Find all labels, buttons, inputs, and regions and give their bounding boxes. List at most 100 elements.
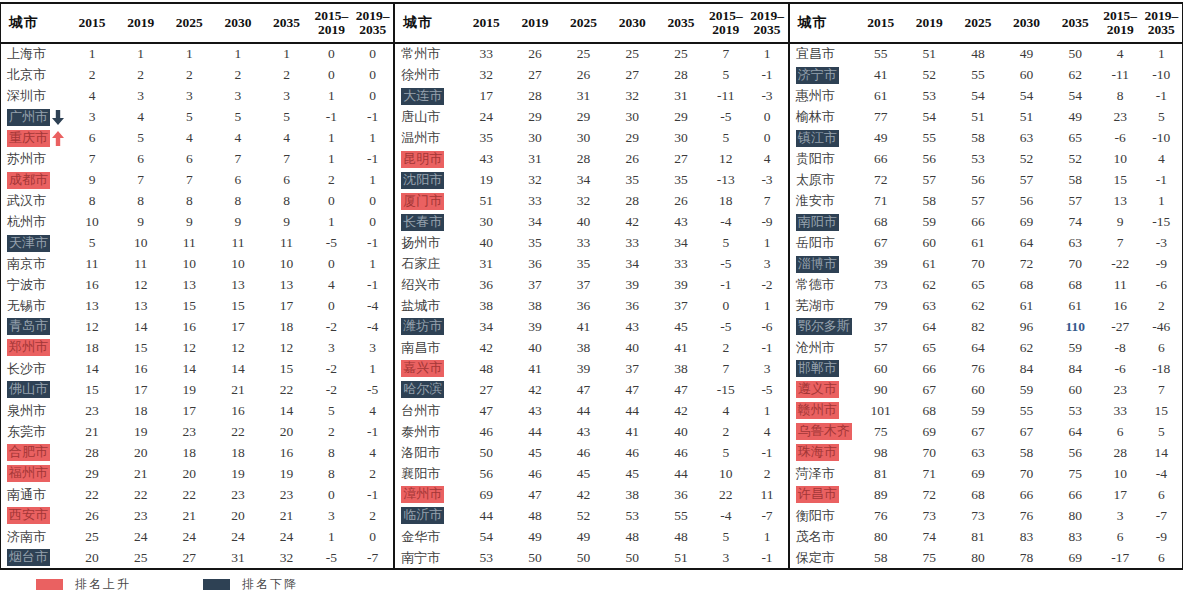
rank-cell: 11 [214,235,263,251]
table-panel-1: 城市201520192025203020352015– 20192019– 20… [1,4,395,568]
city-cell: 保定市 [790,549,857,567]
rank-cell: 7 [68,151,117,167]
rank-cell: 41 [608,424,657,440]
rank-cell: 23 [165,424,214,440]
col-header: 2035 [1051,16,1100,30]
rank-cell: 63 [905,298,954,314]
change-cell: 0 [352,88,393,104]
city-cell: 菏泽市 [790,465,857,483]
change-cell: -9 [746,214,787,230]
city-name: 淮安市 [796,192,835,210]
rank-cell: 76 [856,508,905,524]
rank-cell: 62 [954,298,1003,314]
rank-cell: 33 [511,193,560,209]
change-cell: -5 [311,235,352,251]
rank-cell: 79 [856,298,905,314]
change-cell: -1 [1141,172,1182,188]
rank-cell: 17 [165,403,214,419]
rank-cell: 65 [954,277,1003,293]
change-cell: -11 [705,88,746,104]
rank-cell: 33 [657,256,706,272]
city-cell: 淄博市 [790,256,857,273]
city-name: 襄阳市 [401,465,440,483]
change-cell: 5 [705,130,746,146]
city-name: 保定市 [796,549,835,567]
rank-down-arrow-icon [52,110,64,125]
change-cell: 1 [746,46,787,62]
city-cell: 广州市 [1,109,68,126]
change-cell: -1 [746,340,787,356]
table-row: 常德市736265686811-6 [790,275,1182,296]
city-name: 许昌市 [796,486,839,503]
change-cell: 7 [1100,235,1141,251]
rank-cell: 18 [262,319,311,335]
city-name: 宜昌市 [796,45,835,63]
rank-cell: 83 [1002,529,1051,545]
ranking-table: 城市201520192025203020352015– 20192019– 20… [0,2,1183,570]
change-cell: 1 [352,172,393,188]
change-cell: -3 [746,172,787,188]
table-row: 台州市474344444241 [395,400,787,421]
panel-header: 城市201520192025203020352015– 20192019– 20… [1,4,393,44]
change-cell: -5 [352,382,393,398]
rank-cell: 41 [511,361,560,377]
rank-cell: 9 [68,172,117,188]
city-cell: 衡阳市 [790,507,857,525]
rank-cell: 8 [165,193,214,209]
table-row: 淄博市3961707270-22-9 [790,254,1182,275]
rank-cell: 1 [165,46,214,62]
rank-cell: 18 [165,445,214,461]
change-cell: -7 [352,550,393,566]
rank-cell: 43 [608,319,657,335]
rank-cell: 17 [262,298,311,314]
table-row: 南通市22222223230-1 [1,484,393,505]
rank-cell: 21 [68,424,117,440]
rank-cell: 72 [856,172,905,188]
change-cell: 4 [311,277,352,293]
change-cell: -46 [1141,319,1182,335]
change-cell: -6 [1141,277,1182,293]
table-row: 岳阳市67606164637-3 [790,233,1182,254]
table-row: 遵义市9067605960237 [790,379,1182,400]
rank-cell: 57 [1051,193,1100,209]
change-cell: 33 [1100,403,1141,419]
change-cell: 2 [352,466,393,482]
rank-cell: 62 [905,277,954,293]
rank-cell: 60 [1002,67,1051,83]
rank-cell: 65 [905,340,954,356]
rank-cell: 68 [905,403,954,419]
change-cell: -22 [1100,256,1141,272]
change-cell: 1 [352,361,393,377]
table-row: 乌鲁木齐756967676465 [790,421,1182,442]
rank-cell: 36 [657,487,706,503]
rank-cell: 63 [1051,235,1100,251]
rank-cell: 90 [856,382,905,398]
rank-cell: 39 [559,361,608,377]
rank-cell: 40 [657,424,706,440]
city-cell: 大连市 [395,88,462,105]
rank-cell: 9 [116,214,165,230]
rank-cell: 43 [657,214,706,230]
panel-rows: 宜昌市555148495041济宁市4152556062-11-10惠州市615… [790,44,1182,568]
rank-cell: 34 [462,319,511,335]
rank-cell: 53 [608,508,657,524]
table-row: 温州市353030293050 [395,128,787,149]
rank-cell: 28 [657,67,706,83]
rank-cell: 64 [1002,235,1051,251]
rank-cell: 40 [559,214,608,230]
rank-cell: 56 [1051,445,1100,461]
rank-cell: 20 [116,445,165,461]
rank-cell: 19 [214,466,263,482]
city-cell: 芜湖市 [790,297,857,315]
city-cell: 盐城市 [395,297,462,315]
rank-cell: 53 [462,550,511,566]
change-cell: -10 [1141,67,1182,83]
change-cell: 4 [1141,151,1182,167]
rank-cell: 81 [856,466,905,482]
city-cell: 苏州市 [1,150,68,168]
rank-cell: 28 [608,193,657,209]
change-cell: 18 [705,193,746,209]
city-name: 北京市 [7,66,46,84]
table-row: 长春市3034404243-4-9 [395,212,787,233]
table-row: 淮安市7158575657131 [790,191,1182,212]
